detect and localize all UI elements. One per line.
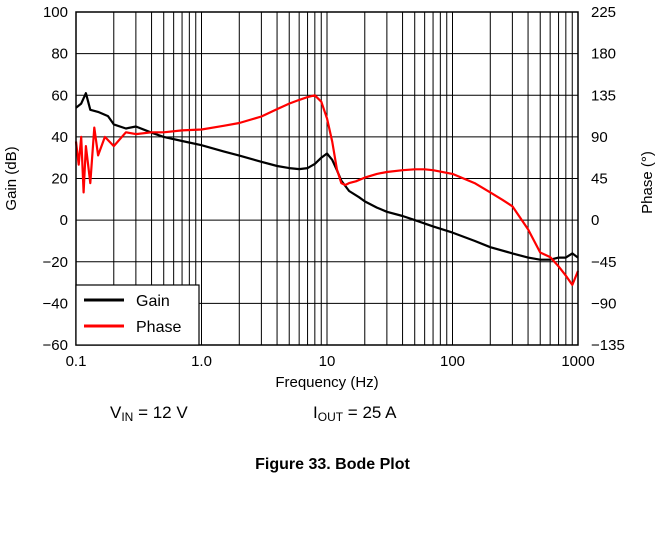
tick-labels: 0.1 1.0 10 100 1000 100 80 60 40 20 0 −20 −40 −60 225 1… xyxy=(43,4,625,370)
iout-value: = 25 A xyxy=(343,403,397,422)
y-tick-label: −20 xyxy=(43,254,68,271)
y-axis-label: Gain (dB) xyxy=(3,146,20,210)
vin-value: = 12 V xyxy=(133,403,188,422)
series-line-phase xyxy=(74,94,580,286)
figure-caption: Figure 33. Bode Plot xyxy=(255,456,410,473)
x-tick-label: 1.0 xyxy=(191,353,212,370)
legend-box xyxy=(75,284,200,346)
y-tick-label: 60 xyxy=(51,87,68,104)
iout-subscript: OUT xyxy=(317,410,344,424)
vin-symbol: V xyxy=(110,403,122,422)
x-tick-label: 10 xyxy=(319,353,336,370)
iout-annotation: IOUT = 25 A xyxy=(313,403,397,424)
y-tick-label: 80 xyxy=(51,46,68,63)
plot-frame xyxy=(75,11,579,346)
x-tick-label: 1000 xyxy=(561,353,594,370)
y-tick-label: 0 xyxy=(60,212,68,229)
bode-plot: 0.1 1.0 10 100 1000 100 80 60 40 20 0 −20 −40 −60 225 1… xyxy=(3,4,656,391)
y2-tick-label: 135 xyxy=(591,87,616,104)
y2-tick-label: 90 xyxy=(591,129,608,146)
vin-subscript: IN xyxy=(121,410,134,424)
legend-label-phase: Phase xyxy=(136,319,181,336)
y-tick-label: 100 xyxy=(43,4,68,21)
y2-tick-label: −45 xyxy=(591,254,616,271)
x-axis-label: Frequency (Hz) xyxy=(275,374,378,391)
y-tick-label: 20 xyxy=(51,171,68,188)
y-tick-label: −40 xyxy=(43,295,68,312)
legend: Gain Phase xyxy=(75,284,200,346)
grid-lines xyxy=(76,12,578,345)
y2-tick-label: 180 xyxy=(591,46,616,63)
y2-axis-label: Phase (°) xyxy=(639,151,656,214)
y-tick-label: −60 xyxy=(43,337,68,354)
vin-annotation: VIN = 12 V xyxy=(110,403,188,424)
series-line-gain xyxy=(75,92,579,261)
y2-tick-label: −90 xyxy=(591,295,616,312)
y2-tick-label: 225 xyxy=(591,4,616,21)
x-tick-label: 100 xyxy=(440,353,465,370)
y2-tick-label: −135 xyxy=(591,337,625,354)
y2-tick-label: 45 xyxy=(591,171,608,188)
x-tick-label: 0.1 xyxy=(66,353,87,370)
y2-tick-label: 0 xyxy=(591,212,599,229)
series-lines xyxy=(74,92,580,286)
iout-symbol: I xyxy=(313,403,318,422)
y-tick-label: 40 xyxy=(51,129,68,146)
legend-label-gain: Gain xyxy=(136,293,170,310)
